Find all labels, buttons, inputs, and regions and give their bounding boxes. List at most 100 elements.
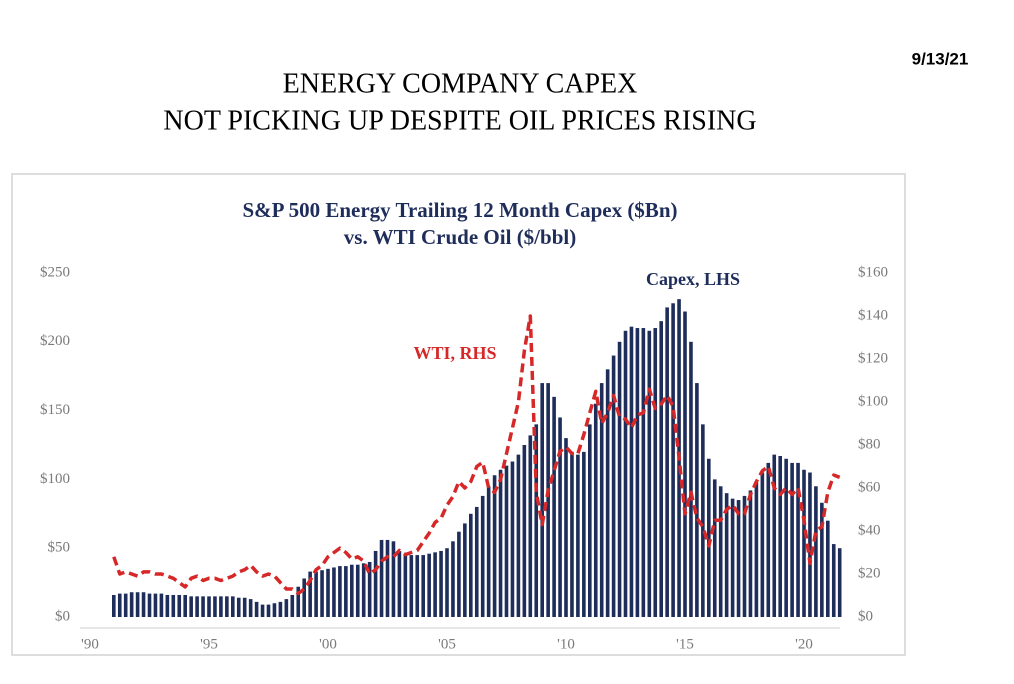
bar xyxy=(350,564,354,617)
chart-title: vs. WTI Crude Oil ($/bbl) xyxy=(344,225,576,249)
bar xyxy=(623,330,628,617)
bar xyxy=(820,502,824,617)
bar xyxy=(665,307,669,617)
bar xyxy=(790,462,794,617)
bar xyxy=(332,567,336,617)
bar xyxy=(469,513,473,617)
bar xyxy=(653,328,658,617)
bar xyxy=(617,341,622,617)
bar xyxy=(135,592,140,617)
x-tick-label: '00 xyxy=(319,636,337,652)
bar xyxy=(117,593,122,617)
bar xyxy=(730,498,735,617)
y-tick-label: $50 xyxy=(48,540,71,556)
y2-tick-label: $160 xyxy=(858,264,888,280)
bar xyxy=(570,451,574,617)
bar xyxy=(564,438,568,617)
bar xyxy=(129,592,134,617)
bar xyxy=(772,454,777,617)
bar xyxy=(177,594,182,617)
bar xyxy=(796,462,800,617)
bar xyxy=(147,593,152,617)
y2-tick-label: $40 xyxy=(858,522,881,538)
bar xyxy=(528,435,533,617)
bar xyxy=(814,486,818,617)
bar xyxy=(712,479,717,617)
bar xyxy=(338,566,342,617)
bar xyxy=(159,593,164,617)
bar xyxy=(683,311,687,617)
x-tick-label: '90 xyxy=(81,636,99,652)
bar xyxy=(344,566,348,617)
bar xyxy=(701,424,705,617)
bar xyxy=(540,383,544,617)
bar xyxy=(278,601,283,617)
bar xyxy=(171,594,176,617)
bar xyxy=(183,594,187,617)
bar xyxy=(213,596,217,617)
bar xyxy=(445,548,449,617)
bar xyxy=(326,568,330,617)
bar xyxy=(308,571,312,617)
bar xyxy=(492,475,497,617)
bar xyxy=(629,326,634,617)
bar xyxy=(231,596,235,617)
bar xyxy=(266,604,271,617)
bar xyxy=(219,596,223,617)
bar xyxy=(112,594,116,617)
headline: ENERGY COMPANY CAPEX xyxy=(283,68,638,99)
bar xyxy=(123,593,128,617)
bar xyxy=(201,596,205,617)
bar xyxy=(766,462,771,617)
bar xyxy=(647,330,652,617)
bar xyxy=(498,469,503,617)
bar xyxy=(189,596,193,617)
bar xyxy=(367,561,372,617)
bar xyxy=(373,550,378,617)
bar xyxy=(582,451,586,617)
bar xyxy=(748,490,753,617)
headline: NOT PICKING UP DESPITE OIL PRICES RISING xyxy=(163,105,756,136)
bar xyxy=(439,550,443,617)
bar xyxy=(695,383,699,617)
bar xyxy=(361,563,366,617)
bar xyxy=(707,458,711,617)
y-tick-label: $150 xyxy=(40,402,70,418)
y2-tick-label: $120 xyxy=(858,350,888,366)
bar xyxy=(724,493,729,617)
bar xyxy=(284,599,289,617)
chart-title: S&P 500 Energy Trailing 12 Month Capex (… xyxy=(242,198,677,222)
bar xyxy=(480,495,485,617)
y2-tick-label: $20 xyxy=(858,565,881,581)
bar xyxy=(659,321,663,617)
bar xyxy=(463,523,467,617)
y2-tick-label: $0 xyxy=(858,608,873,624)
annotation: WTI, RHS xyxy=(413,343,496,363)
bar xyxy=(474,506,479,617)
bar xyxy=(427,553,431,617)
bar xyxy=(391,541,396,617)
y-tick-label: $250 xyxy=(40,264,70,280)
bar xyxy=(385,539,390,617)
bar xyxy=(302,578,306,617)
date: 9/13/21 xyxy=(912,49,969,68)
bar xyxy=(534,424,539,617)
bar xyxy=(403,553,408,617)
bar xyxy=(254,601,259,617)
bar xyxy=(355,564,360,617)
bar xyxy=(718,486,723,617)
bar xyxy=(808,472,812,617)
bar xyxy=(689,341,693,617)
bar xyxy=(225,596,229,617)
bar xyxy=(754,482,759,617)
bar xyxy=(605,369,610,617)
bar xyxy=(290,594,295,617)
bar xyxy=(599,383,604,617)
bar xyxy=(195,596,199,617)
bar xyxy=(558,417,562,617)
y-tick-label: $200 xyxy=(40,333,70,349)
bar xyxy=(671,303,675,617)
x-tick-label: '05 xyxy=(438,636,456,652)
bar xyxy=(141,592,146,617)
bar xyxy=(504,465,509,617)
